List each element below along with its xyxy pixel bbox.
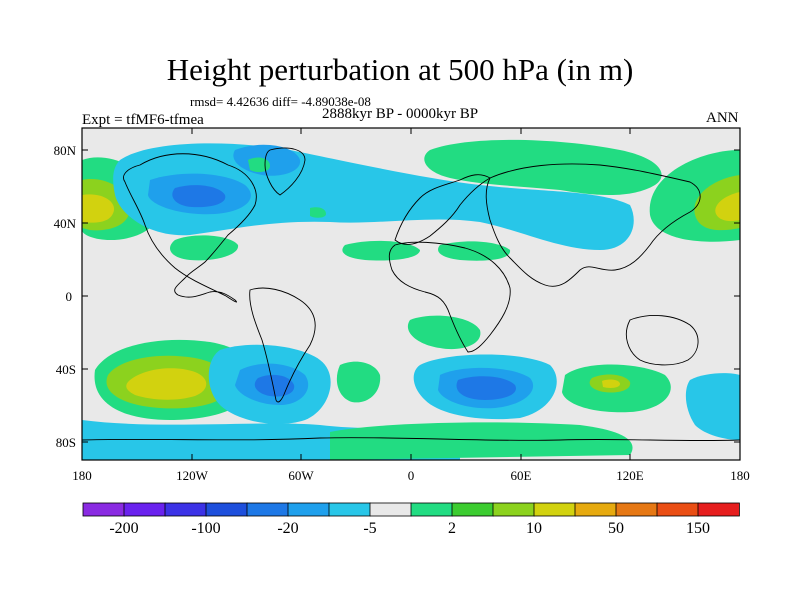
coast-greenland [264, 147, 306, 196]
colorbar-swatch [451, 502, 494, 517]
lon-label-120w: 120W [176, 468, 209, 483]
period-label: 2888kyr BP - 0000kyr BP [322, 106, 479, 122]
colorbar-label: -200 [109, 520, 138, 537]
lat-label-0: 0 [66, 289, 73, 304]
colorbar-swatch [205, 502, 248, 517]
colorbar-label: -5 [363, 520, 376, 537]
lon-label-60w: 60W [288, 468, 314, 483]
coastlines [82, 147, 740, 442]
colorbar-swatch [287, 502, 330, 517]
contour-pos-npac-sub [170, 235, 239, 261]
contour-pos-greenland-sm [248, 157, 270, 173]
coast-australia [626, 315, 699, 366]
lon-label-180e: 180 [730, 468, 750, 483]
coast-africa [388, 241, 511, 353]
colorbar-labels: -200 -100 -20 -5 2 10 50 150 [109, 520, 710, 537]
lat-label-40s: 40S [56, 362, 76, 377]
colorbar-swatch [615, 502, 658, 517]
contour-neg-sepac [685, 373, 740, 440]
colorbar-swatch [123, 502, 166, 517]
colorbar-swatch [369, 502, 412, 517]
colorbar-label: 150 [686, 520, 710, 537]
contour-pos-saus-core [602, 379, 620, 388]
lon-label-120e: 120E [616, 468, 644, 483]
lat-labels: 80N 40N 0 40S 80S [54, 143, 77, 450]
contour-pos-patch-s [310, 207, 326, 218]
colorbar-label: -20 [277, 520, 298, 537]
coast-north-america [123, 153, 257, 303]
contour-pos-npac-east-core [715, 192, 740, 222]
contour-neg-sind-core [456, 376, 516, 400]
colorbar-swatch [533, 502, 576, 517]
contour-pos-satl [336, 361, 381, 403]
lon-label-60e: 60E [511, 468, 532, 483]
contour-field [82, 139, 740, 460]
colorbar-swatch [246, 502, 289, 517]
contour-pos-tropatl [407, 315, 481, 350]
colorbar-swatch [82, 502, 125, 517]
contour-pos-npac-west-core [82, 194, 115, 223]
lon-labels: 180 120W 60W 0 60E 120E 180 [72, 468, 750, 483]
colorbar [82, 502, 740, 517]
map-frame [81, 127, 741, 461]
colorbar-swatch [410, 502, 453, 517]
season-label: ANN [706, 110, 739, 126]
experiment-label: Expt = tfMF6-tfmea [82, 112, 204, 128]
contour-neg-natl [113, 143, 634, 250]
map-title: Height perturbation at 500 hPa (in m) [166, 52, 634, 87]
contour-pos-eurasia [424, 139, 662, 195]
colorbar-swatch [492, 502, 535, 517]
map-plot-area [81, 127, 741, 461]
contour-pos-natl-sub [342, 240, 420, 261]
contour-neg-natl-core [172, 185, 226, 208]
coast-antarctica [82, 437, 740, 442]
colorbar-swatch [656, 502, 699, 517]
contour-neg-satl-core [254, 374, 295, 397]
colorbar-label: 50 [608, 520, 624, 537]
contour-pos-spac-core [126, 368, 207, 400]
coast-south-america [249, 287, 316, 403]
colorbar-swatch [697, 502, 740, 517]
lon-label-180w: 180 [72, 468, 92, 483]
stats-label: rmsd= 4.42636 diff= -4.89038e-08 [190, 94, 371, 109]
lat-label-40n: 40N [54, 216, 77, 231]
colorbar-label: 2 [448, 520, 456, 537]
colorbar-swatch [164, 502, 207, 517]
contour-pos-antarctic-mid [460, 427, 575, 447]
coast-asia [485, 163, 701, 287]
colorbar-label: 10 [526, 520, 542, 537]
colorbar-swatch [328, 502, 371, 517]
lat-label-80s: 80S [56, 435, 76, 450]
colorbar-label: -100 [191, 520, 220, 537]
colorbar-swatch [574, 502, 617, 517]
lon-label-0: 0 [408, 468, 415, 483]
lat-label-80n: 80N [54, 143, 77, 158]
